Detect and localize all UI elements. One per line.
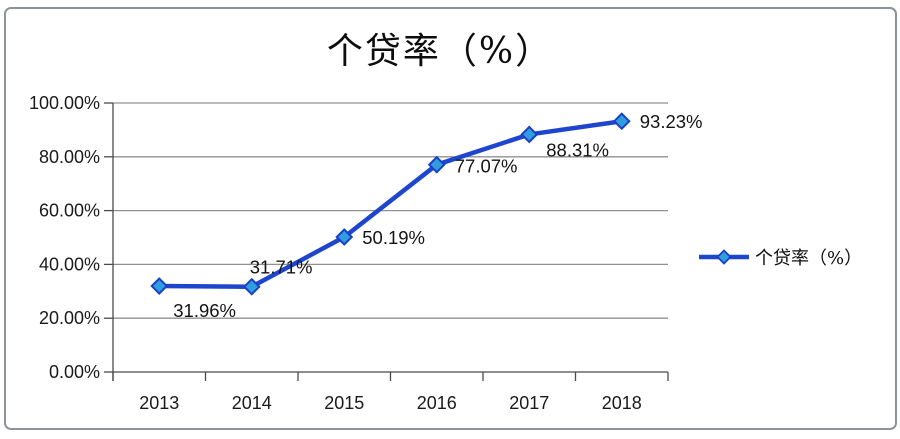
y-tick-label: 0.00% xyxy=(49,362,100,382)
y-tick-label: 20.00% xyxy=(39,308,100,328)
data-point-markers xyxy=(150,112,631,296)
gridlines xyxy=(113,102,668,319)
y-tick-label: 40.00% xyxy=(39,254,100,274)
x-tick-label: 2016 xyxy=(417,393,457,413)
legend-diamond-marker-icon xyxy=(716,249,732,265)
y-tick-label: 80.00% xyxy=(39,147,100,167)
y-tick-label: 60.00% xyxy=(39,201,100,221)
chart-title: 个贷率（%） xyxy=(326,31,554,72)
data-point-marker xyxy=(242,277,261,296)
data-label: 31.96% xyxy=(173,300,236,321)
data-label: 77.07% xyxy=(455,156,518,177)
data-point-marker xyxy=(150,277,169,295)
data-point-marker xyxy=(335,228,354,246)
data-label: 88.31% xyxy=(546,139,609,160)
legend-label: 个贷率（%） xyxy=(755,248,863,269)
series-line xyxy=(157,118,624,289)
data-point-marker xyxy=(520,125,539,144)
data-label: 31.71% xyxy=(250,257,313,278)
x-tick-label: 2018 xyxy=(602,393,642,413)
x-tick-label: 2017 xyxy=(509,393,549,413)
x-tick-label: 2013 xyxy=(139,393,179,413)
x-tick-label: 2015 xyxy=(324,393,364,413)
data-labels: 31.96% 31.71% 50.19% 77.07% 88.31% 93.23% xyxy=(173,111,702,321)
data-label: 50.19% xyxy=(362,227,425,248)
data-point-marker xyxy=(612,112,631,131)
chart-frame-border xyxy=(4,7,897,430)
axes: 0.00% 20.00% 40.00% 60.00% 80.00% 100.00% 2013… xyxy=(29,93,669,413)
y-tick-label: 100.00% xyxy=(29,93,100,113)
data-point-marker xyxy=(427,155,446,174)
legend: 个贷率（%） xyxy=(699,245,862,269)
x-tick-label: 2014 xyxy=(232,393,272,413)
data-label: 93.23% xyxy=(640,111,703,132)
legend-line-marker-icon xyxy=(699,249,749,265)
